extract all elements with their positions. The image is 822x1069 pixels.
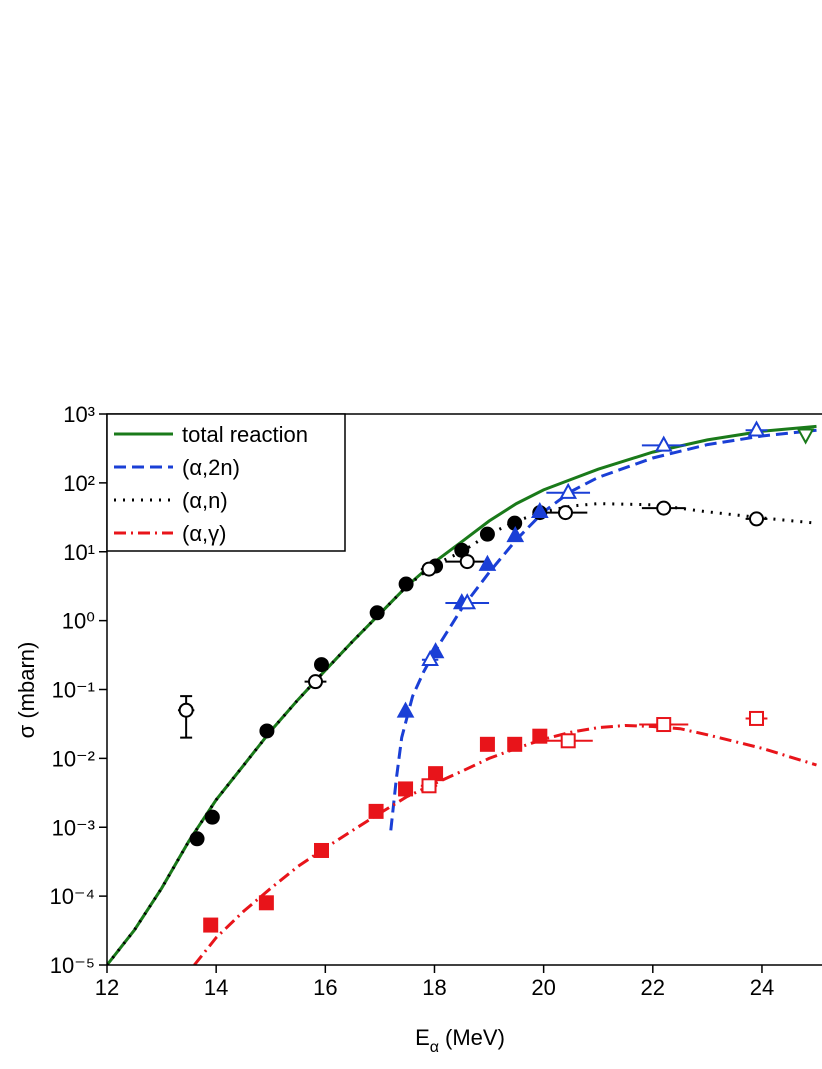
data-point <box>203 917 219 933</box>
y-tick-label: 10⁰ <box>62 609 95 634</box>
data-point <box>314 842 329 858</box>
data-point <box>532 728 548 744</box>
x-label-main: E <box>415 1025 430 1050</box>
data-point <box>204 809 220 825</box>
data-point <box>398 576 414 592</box>
data-point <box>530 501 549 519</box>
data-point <box>421 561 437 577</box>
data-point <box>559 482 578 499</box>
data-point <box>796 428 815 445</box>
legend-box <box>106 413 346 552</box>
curve <box>389 428 817 831</box>
data-point <box>368 803 384 819</box>
data-point <box>307 674 323 690</box>
data-point <box>258 895 274 911</box>
data-point <box>421 649 439 666</box>
data-point <box>479 526 495 542</box>
data-point <box>479 736 495 752</box>
y-tick-label: 10⁻⁴ <box>49 884 95 909</box>
data-point <box>369 605 385 621</box>
x-tick-label: 12 <box>95 975 119 1000</box>
plot-area <box>107 420 817 965</box>
x-axis-label: Eα (MeV) <box>415 1025 505 1056</box>
y-tick-label: 10⁻⁵ <box>50 953 95 978</box>
x-tick-label: 14 <box>204 975 228 1000</box>
y-tick-label: 10⁻¹ <box>52 678 95 703</box>
y-tick-label: 10² <box>63 471 95 496</box>
data-point <box>478 554 497 571</box>
data-point <box>557 505 573 521</box>
data-point <box>459 554 475 570</box>
data-point <box>749 710 765 726</box>
curve <box>107 502 817 965</box>
data-point <box>458 593 477 610</box>
data-point <box>507 736 523 752</box>
x-label-sub: α <box>430 1039 439 1056</box>
x-tick-label: 22 <box>641 975 665 1000</box>
y-tick-label: 10³ <box>63 402 95 427</box>
data-point <box>560 733 576 749</box>
legend-label: (α,2n) <box>182 455 240 480</box>
data-point <box>189 831 205 847</box>
x-tick-label: 18 <box>422 975 446 1000</box>
data-point <box>656 717 672 733</box>
data-point <box>656 500 672 516</box>
data-point <box>747 420 766 437</box>
y-axis-label: σ (mbarn) <box>14 642 39 739</box>
x-tick-label: 24 <box>750 975 774 1000</box>
legend-label: total reaction <box>182 422 308 447</box>
y-tick-label: 10⁻³ <box>52 815 95 840</box>
data-point <box>506 526 525 543</box>
curve <box>193 723 817 965</box>
data-point <box>654 435 673 452</box>
data-point <box>396 701 415 718</box>
data-point <box>421 778 437 794</box>
data-point <box>749 511 765 527</box>
data-point <box>428 766 444 782</box>
data-point <box>398 781 414 797</box>
legend-label: (α,n) <box>182 488 228 513</box>
y-tick-label: 10¹ <box>63 540 95 565</box>
data-point <box>314 657 329 673</box>
legend-label: (α,γ) <box>182 521 226 546</box>
data-point <box>178 702 194 718</box>
y-tick-label: 10⁻² <box>52 746 95 771</box>
x-tick-label: 20 <box>531 975 555 1000</box>
x-tick-label: 16 <box>313 975 337 1000</box>
x-label-unit: (MeV) <box>445 1025 505 1050</box>
data-point <box>259 723 275 739</box>
